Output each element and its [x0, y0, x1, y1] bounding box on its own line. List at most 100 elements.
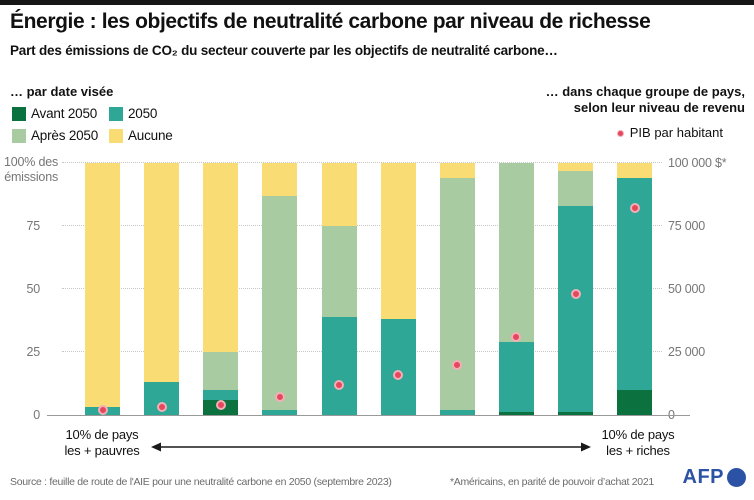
segment-2050: [558, 205, 594, 413]
gdp-legend-label: PIB par habitant: [629, 125, 723, 140]
gdp-dot: [97, 404, 108, 415]
gdp-dot: [393, 369, 404, 380]
bar-decile-9: [558, 163, 594, 415]
legend-gdp: PIB par habitant: [546, 125, 723, 141]
segment-2050: [617, 178, 653, 390]
x-label-poorest-line1: 10% de pays: [65, 427, 139, 442]
segment-après-2050: [321, 226, 357, 317]
y-tick-right-100-000-$*: 100 000 $*: [668, 156, 727, 170]
afp-logo: AFP: [682, 466, 746, 489]
segment-aucune: [144, 163, 180, 383]
gdp-dot: [156, 402, 167, 413]
legend-item-après-2050: Après 2050: [12, 128, 109, 143]
segment-aucune: [85, 163, 120, 408]
gdp-dot: [570, 289, 581, 300]
y-tick-right-50-000: 50 000: [668, 282, 706, 296]
segment-avant-2050: [498, 412, 534, 415]
segment-aucune: [380, 163, 416, 320]
gdp-dot: [334, 379, 345, 390]
bar-decile-4: [262, 163, 298, 415]
segment-2050: [439, 409, 475, 415]
segment-2050: [203, 389, 239, 400]
bar-decile-3: [203, 163, 239, 415]
legend-item-avant-2050: Avant 2050: [12, 106, 109, 121]
segment-aucune: [439, 163, 475, 179]
gridline-25: [62, 351, 662, 352]
x-label-richest-line1: 10% de pays: [601, 427, 675, 442]
afp-globe-icon: [727, 468, 746, 487]
segment-2050: [262, 409, 298, 415]
segment-après-2050: [262, 195, 298, 410]
y-tick-left-50: 50: [26, 282, 40, 296]
segment-avant-2050: [558, 412, 594, 415]
gdp-dot: [511, 331, 522, 342]
legend-swatch-icon: [12, 128, 26, 143]
x-label-richest: 10% de pays les + riches: [588, 427, 688, 459]
x-label-richest-line2: les + riches: [606, 443, 670, 458]
legend-target-dates: … par date visée Avant 2050 2050 Après 205…: [10, 84, 173, 143]
segment-aucune: [617, 163, 653, 179]
y-ticks-left: 75 50 25 0: [4, 163, 40, 422]
legend-dates-title: … par date visée: [10, 84, 114, 99]
bar-decile-6: [380, 163, 416, 415]
legend-swatch-icon: [109, 128, 123, 143]
segment-aucune: [321, 163, 357, 226]
source-text: Source : feuille de route de l'AIE pour …: [10, 476, 392, 488]
y-tick-right-25-000: 25 000: [668, 345, 706, 359]
footnote-text: *Américains, en parité de pouvoir d’acha…: [450, 476, 654, 488]
x-label-poorest-line2: les + pauvres: [64, 443, 140, 458]
gridline-100: [62, 162, 662, 163]
segment-avant-2050: [617, 389, 653, 415]
segment-2050: [321, 316, 357, 415]
bar-decile-7: [439, 163, 475, 415]
gdp-dot: [452, 359, 463, 370]
legend-item-aucune: Aucune: [109, 128, 173, 143]
gridline-50: [62, 288, 662, 289]
legend-income-line1: … dans chaque groupe de pays,: [545, 84, 745, 99]
gdp-dot: [274, 392, 285, 403]
y-axis-unit-line1: 100% des: [4, 155, 58, 169]
y-tick-right-75-000: 75 000: [668, 219, 706, 233]
page-subtitle: Part des émissions de CO₂ du secteur cou…: [10, 43, 558, 58]
legend-item-2050: 2050: [109, 106, 173, 121]
y-tick-left-75: 75: [26, 219, 40, 233]
gridline-75: [62, 225, 662, 226]
legend-swatch-icon: [109, 106, 123, 121]
plot-area: [47, 162, 690, 416]
legend-item-label: Aucune: [128, 128, 173, 143]
legend-swatch-icon: [12, 106, 26, 121]
range-arrow-icon: [151, 442, 591, 452]
legend-item-label: Avant 2050: [31, 106, 98, 121]
afp-logo-text: AFP: [682, 466, 724, 488]
segment-après-2050: [558, 170, 594, 206]
bar-decile-1: [85, 163, 120, 415]
segment-aucune: [262, 163, 298, 196]
gdp-dot-icon: [616, 129, 624, 137]
legend-item-label: 2050: [128, 106, 158, 121]
legend-item-label: Après 2050: [31, 128, 99, 143]
bar-decile-2: [144, 163, 180, 415]
legend-income-line2: selon leur niveau de revenu: [573, 100, 745, 115]
segment-après-2050: [498, 163, 534, 342]
legend-grid: Avant 2050 2050 Après 2050 Aucune: [12, 106, 173, 143]
y-axis-unit-line2: émissions: [4, 170, 58, 184]
bar-decile-5: [321, 163, 357, 415]
segment-aucune: [203, 163, 239, 352]
y-tick-left-0: 0: [33, 408, 40, 422]
bar-decile-8: [498, 163, 534, 415]
y-axis-unit-left: 100% des émissions: [4, 155, 58, 185]
y-tick-left-25: 25: [26, 345, 40, 359]
segment-2050: [380, 319, 416, 415]
legend-income-groups: … dans chaque groupe de pays, selon leur…: [546, 84, 745, 141]
bar-decile-10: [617, 163, 653, 415]
segment-après-2050: [203, 352, 239, 390]
gdp-dot: [629, 203, 640, 214]
x-label-poorest: 10% de pays les + pauvres: [52, 427, 152, 459]
segment-après-2050: [439, 178, 475, 410]
gdp-dot: [215, 399, 226, 410]
top-bar: [0, 0, 754, 5]
segment-aucune: [558, 163, 594, 171]
page-title: Énergie : les objectifs de neutralité ca…: [10, 10, 651, 33]
segment-2050: [498, 341, 534, 413]
